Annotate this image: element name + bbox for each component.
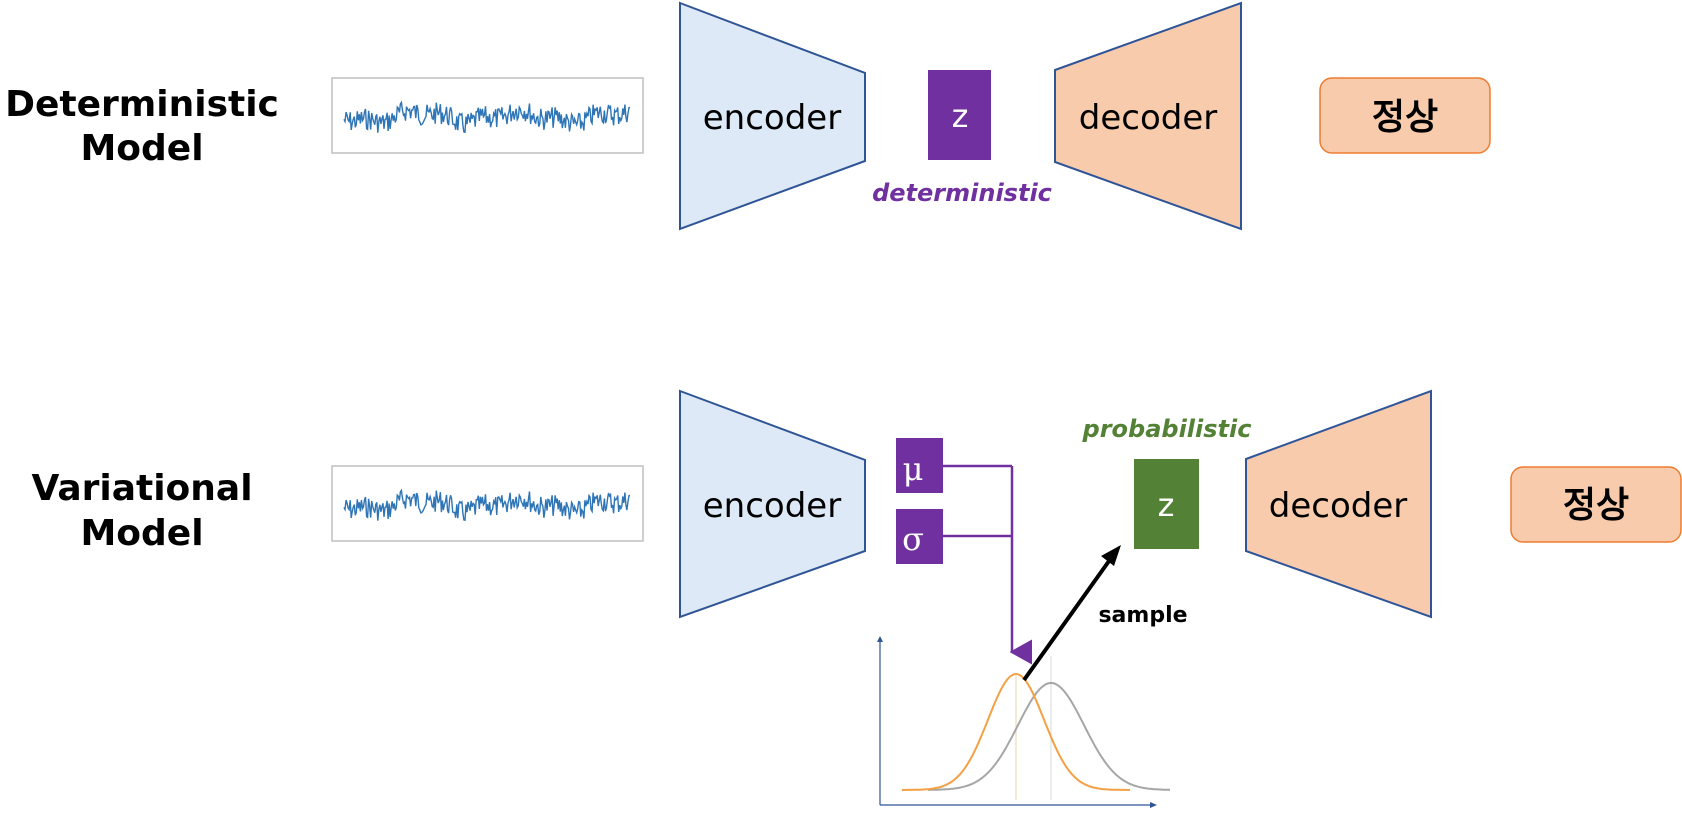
deterministic-input-signal	[331, 77, 644, 154]
variational-encoder-block	[679, 389, 866, 619]
signal-frame	[331, 465, 644, 542]
deterministic-decoder-label: decoder	[1079, 98, 1217, 138]
sample-label: sample	[1098, 603, 1187, 628]
y-axis-arrowhead	[877, 636, 883, 642]
variational-latent-z-box	[1134, 459, 1199, 549]
variational-row-label-line1: Variational	[31, 468, 252, 509]
distribution-plot	[877, 636, 1170, 808]
sample-arrowhead	[1101, 545, 1121, 566]
variational-decoder-block	[1245, 389, 1432, 619]
variational-encoder-label: encoder	[703, 486, 841, 526]
deterministic-latent-z-label: z	[952, 97, 969, 135]
variational-output-label: 정상	[1563, 485, 1629, 526]
mu-box	[896, 438, 943, 493]
deterministic-row: Deterministic Model encoder z determinis…	[5, 1, 1491, 231]
sigma-box	[896, 509, 943, 564]
variational-row: Variational Model encoder μ σ	[31, 389, 1682, 808]
deterministic-output-label: 정상	[1372, 97, 1438, 138]
deterministic-output-box	[1319, 77, 1491, 154]
variational-decoder-label: decoder	[1269, 486, 1407, 526]
mu-label: μ	[903, 450, 924, 488]
variational-latent-caption: probabilistic	[1082, 415, 1252, 443]
x-axis-arrowhead	[1150, 802, 1157, 808]
deterministic-decoder-block	[1054, 1, 1242, 231]
deterministic-latent-caption: deterministic	[872, 179, 1052, 207]
sigma-label: σ	[902, 520, 924, 558]
deterministic-row-label-line2: Model	[80, 128, 203, 169]
signal-waveform	[343, 488, 631, 522]
signal-frame	[331, 77, 644, 154]
signal-waveform	[343, 100, 631, 134]
deterministic-encoder-label: encoder	[703, 98, 841, 138]
parameter-connector	[943, 464, 1032, 665]
variational-input-signal	[331, 465, 644, 542]
variational-row-label-line2: Model	[80, 513, 203, 554]
gray-distribution-curve	[928, 682, 1170, 791]
variational-output-box	[1510, 466, 1682, 543]
sample-arrow	[1022, 552, 1116, 682]
deterministic-latent-z-box	[928, 70, 991, 160]
deterministic-row-label-line1: Deterministic	[5, 84, 279, 125]
deterministic-encoder-block	[679, 1, 866, 231]
orange-distribution-curve	[902, 672, 1130, 791]
variational-latent-z-label: z	[1158, 486, 1175, 524]
